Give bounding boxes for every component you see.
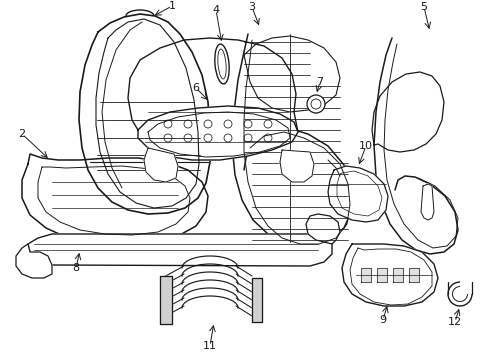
Polygon shape — [392, 268, 402, 282]
Polygon shape — [138, 106, 297, 160]
Text: 6: 6 — [192, 83, 199, 93]
Polygon shape — [143, 148, 178, 182]
Polygon shape — [305, 214, 339, 244]
Polygon shape — [160, 276, 172, 324]
Circle shape — [306, 95, 325, 113]
Ellipse shape — [214, 44, 229, 84]
Text: 5: 5 — [420, 2, 427, 12]
Polygon shape — [22, 154, 207, 244]
Text: 3: 3 — [248, 2, 255, 12]
Polygon shape — [128, 38, 297, 132]
Text: 7: 7 — [316, 77, 323, 87]
Polygon shape — [251, 278, 262, 322]
Polygon shape — [408, 268, 418, 282]
Polygon shape — [373, 38, 457, 254]
Polygon shape — [28, 234, 331, 266]
Text: 2: 2 — [19, 129, 25, 139]
Polygon shape — [360, 268, 370, 282]
Polygon shape — [231, 34, 351, 244]
Polygon shape — [16, 244, 52, 278]
Polygon shape — [79, 14, 209, 214]
Text: 11: 11 — [203, 341, 217, 351]
Text: 10: 10 — [358, 141, 372, 151]
Text: 8: 8 — [72, 263, 80, 273]
Polygon shape — [327, 166, 387, 222]
Polygon shape — [376, 268, 386, 282]
Text: 9: 9 — [379, 315, 386, 325]
Polygon shape — [341, 244, 437, 306]
Text: 12: 12 — [447, 317, 461, 327]
Text: 4: 4 — [212, 5, 219, 15]
Polygon shape — [280, 150, 313, 182]
Text: 1: 1 — [168, 1, 175, 11]
Polygon shape — [420, 184, 433, 220]
